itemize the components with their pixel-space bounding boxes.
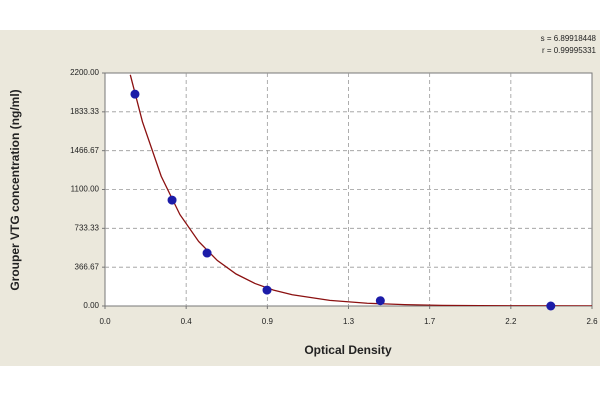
data-point <box>167 195 177 205</box>
data-point <box>546 301 556 311</box>
x-tick-label: 1.3 <box>343 317 355 326</box>
y-tick-label: 733.33 <box>75 223 100 232</box>
x-tick-label: 0.4 <box>181 317 193 326</box>
data-point <box>262 285 272 295</box>
data-point <box>202 248 212 258</box>
y-tick-label: 1833.33 <box>70 107 99 116</box>
data-point <box>375 296 385 306</box>
x-tick-label: 2.2 <box>505 317 517 326</box>
data-point <box>130 89 140 99</box>
x-tick-label: 0.9 <box>262 317 274 326</box>
x-tick-label: 0.0 <box>99 317 111 326</box>
y-tick-label: 2200.00 <box>70 68 99 77</box>
y-tick-label: 0.00 <box>83 301 99 310</box>
x-tick-label: 1.7 <box>424 317 436 326</box>
y-tick-label: 366.67 <box>75 262 100 271</box>
y-axis-label: Grouper VTG concentration (ng/ml) <box>8 89 22 290</box>
y-tick-label: 1466.67 <box>70 146 99 155</box>
x-tick-label: 2.6 <box>586 317 598 326</box>
y-tick-label: 1100.00 <box>71 185 100 194</box>
annotation: s = 6.89918448 <box>541 34 597 43</box>
x-axis-label: Optical Density <box>304 343 392 357</box>
annotation: r = 0.99995331 <box>542 46 597 55</box>
